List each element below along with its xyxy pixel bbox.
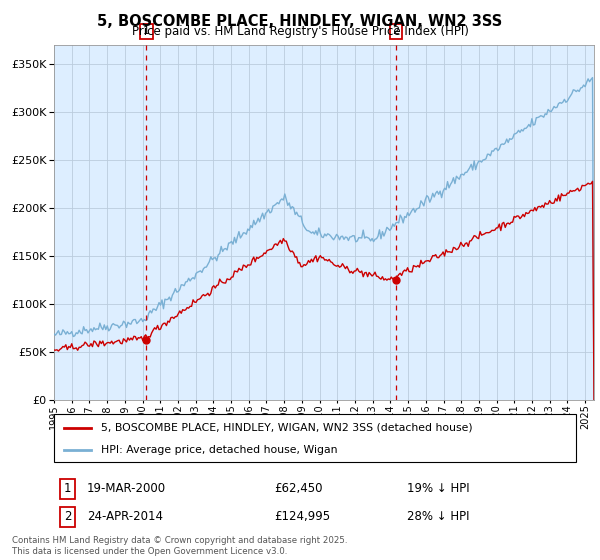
Text: 19% ↓ HPI: 19% ↓ HPI [407, 482, 469, 495]
Text: 5, BOSCOMBE PLACE, HINDLEY, WIGAN, WN2 3SS: 5, BOSCOMBE PLACE, HINDLEY, WIGAN, WN2 3… [97, 14, 503, 29]
Text: 28% ↓ HPI: 28% ↓ HPI [407, 510, 469, 523]
Text: Price paid vs. HM Land Registry's House Price Index (HPI): Price paid vs. HM Land Registry's House … [131, 25, 469, 38]
Text: 5, BOSCOMBE PLACE, HINDLEY, WIGAN, WN2 3SS (detached house): 5, BOSCOMBE PLACE, HINDLEY, WIGAN, WN2 3… [101, 423, 473, 433]
Text: £62,450: £62,450 [274, 482, 322, 495]
Text: Contains HM Land Registry data © Crown copyright and database right 2025.
This d: Contains HM Land Registry data © Crown c… [12, 536, 347, 556]
Text: £124,995: £124,995 [274, 510, 330, 523]
Text: 24-APR-2014: 24-APR-2014 [87, 510, 163, 523]
Text: 2: 2 [64, 510, 71, 523]
Text: 1: 1 [64, 482, 71, 495]
Text: HPI: Average price, detached house, Wigan: HPI: Average price, detached house, Wiga… [101, 445, 337, 455]
Text: 19-MAR-2000: 19-MAR-2000 [87, 482, 166, 495]
FancyBboxPatch shape [54, 414, 576, 462]
Text: 2: 2 [392, 26, 400, 36]
Text: 1: 1 [143, 26, 150, 36]
